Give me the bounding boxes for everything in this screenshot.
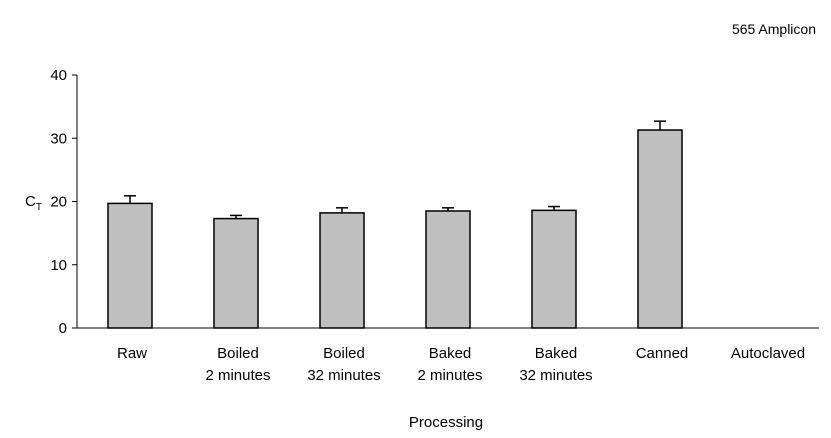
category-labels: Raw Boiled 2 minutes Boiled 32 minutes Baked 2… [117, 345, 805, 384]
y-axis-label: CT [25, 193, 42, 213]
category-label: Boiled [217, 345, 259, 362]
bar [213, 217, 259, 329]
category-label: Boiled [323, 345, 365, 362]
category-label: 32 minutes [307, 367, 380, 384]
category-label: Autoclaved [731, 345, 805, 362]
y-tick-label: 40 [50, 67, 67, 84]
y-tick-label: 10 [50, 257, 67, 274]
category-label: 2 minutes [417, 367, 482, 384]
y-tick-label: 0 [59, 320, 67, 337]
category-label: Baked [429, 345, 472, 362]
x-axis-label: Processing [409, 414, 483, 431]
y-tick-label: 30 [50, 130, 67, 147]
bar [425, 210, 471, 329]
category-label: 2 minutes [205, 367, 270, 384]
y-axis-ticks: 0 10 20 30 40 [50, 67, 77, 337]
bar [637, 129, 683, 329]
category-label: Canned [636, 345, 689, 362]
y-axis-label-main: C [25, 193, 36, 210]
category-label: Raw [117, 345, 147, 362]
bar [319, 212, 365, 329]
y-axis-label-sub: T [36, 202, 42, 213]
chart-annotation: 565 Amplicon [732, 21, 816, 37]
y-tick-label: 20 [50, 194, 67, 211]
category-label: 32 minutes [519, 367, 592, 384]
bar [107, 202, 153, 329]
bar [531, 209, 577, 329]
category-label: Baked [535, 345, 578, 362]
bars [107, 120, 683, 329]
